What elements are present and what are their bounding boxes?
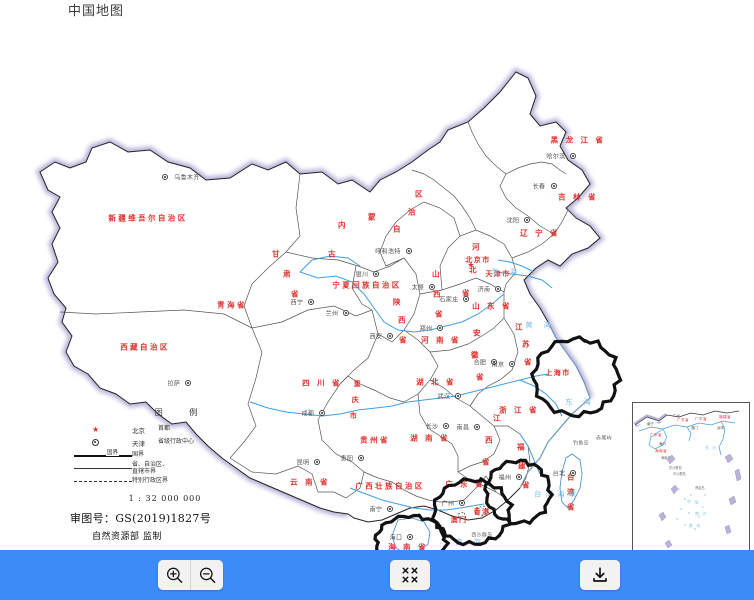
- circle-dot-icon: [70, 439, 132, 446]
- legend-sar-desc: 特别行政区界: [132, 478, 169, 485]
- city-marker-icon-5: [463, 296, 469, 302]
- collapse-arrows-icon: [402, 567, 418, 583]
- dashed-line-icon: [70, 475, 132, 488]
- svg-text:广东省: 广东省: [677, 417, 689, 422]
- city-marker-icon-4: [406, 248, 412, 254]
- city-marker-icon-8: [373, 271, 379, 277]
- city-marker-icon-18: [443, 423, 449, 429]
- city-marker-icon-23: [387, 506, 393, 512]
- svg-text:东 沙: 东 沙: [705, 444, 717, 450]
- svg-text:南 沙: 南 沙: [695, 510, 707, 516]
- fit-screen-button-wrap: [390, 560, 430, 590]
- city-marker-icon-11: [387, 333, 393, 339]
- city-marker-icon-22: [516, 474, 522, 480]
- download-button-wrap: [580, 560, 620, 590]
- zoom-in-button[interactable]: [158, 560, 190, 590]
- city-marker-icon-2: [551, 183, 557, 189]
- city-marker-icon-1: [570, 153, 576, 159]
- city-marker-icon-7: [429, 284, 435, 290]
- city-marker-icon-15: [455, 393, 461, 399]
- legend-center-name: 天津: [132, 439, 145, 448]
- map-scale: 1 : 32 000 000: [128, 494, 202, 503]
- thick-solid-line-icon: 国界: [70, 448, 132, 462]
- zoom-out-button[interactable]: [190, 560, 223, 590]
- producer-credit: 自然资源部 监制: [92, 532, 162, 542]
- fit-screen-button[interactable]: [390, 560, 430, 590]
- rivers: [249, 255, 563, 511]
- legend-prov-desc-2: 直辖市界: [132, 468, 157, 475]
- legend-border-tag: 国界: [106, 448, 120, 456]
- magnifier-minus-icon: [199, 567, 215, 583]
- city-marker-icon-20: [314, 459, 320, 465]
- svg-text:广东省: 广东省: [695, 416, 707, 421]
- svg-text:群 岛: 群 岛: [689, 522, 701, 528]
- city-marker-icon-12: [437, 325, 443, 331]
- legend-row-sar-border: 特别行政区界: [70, 475, 280, 488]
- page-title: 中国地图: [68, 4, 125, 19]
- thin-solid-line-icon: [70, 462, 132, 475]
- svg-text:海南省: 海南省: [655, 448, 667, 453]
- svg-text:澳门: 澳门: [691, 425, 698, 430]
- svg-text:广州: 广州: [673, 413, 680, 418]
- star-icon: ★: [92, 424, 100, 434]
- city-marker-icon-13: [491, 359, 497, 365]
- svg-text:海南岛: 海南岛: [661, 455, 671, 460]
- inset-graphic: 广东省 广东省 广东省 福建省 海南省 南宁 广州 澳门 海口 台湾 海南岛 东…: [633, 410, 742, 549]
- legend-capital-name: 北京: [132, 426, 145, 435]
- svg-text:广东省: 广东省: [650, 432, 662, 437]
- city-marker-icon-10: [343, 310, 349, 316]
- magnifier-plus-icon: [166, 567, 182, 583]
- svg-text:福建省: 福建省: [719, 414, 731, 419]
- legend-capital-desc: 首都: [158, 425, 171, 433]
- legend-row-province-center: 天津 省级行政中心: [70, 436, 280, 449]
- city-marker-icon-0: [162, 174, 168, 180]
- map-legend: 图 例 ★ 北京 首都 天津 省级行政中心 国界 国界 省、自治区、 直辖市界: [70, 407, 280, 542]
- svg-text:黄岩岛: 黄岩岛: [695, 485, 705, 490]
- city-marker-icon-24: [407, 534, 413, 540]
- legend-row-capital: ★ 北京 首都: [70, 423, 280, 436]
- legend-prov-desc-1: 省、自治区、: [132, 461, 169, 468]
- city-marker-icon-16: [319, 410, 325, 416]
- city-marker-icon-21: [474, 424, 480, 430]
- capital-star-icon: ★: [467, 260, 475, 270]
- bottom-toolbar: [0, 550, 754, 600]
- city-marker-icon-9: [308, 299, 314, 305]
- legend-row-national-border: 国界 国界: [70, 448, 280, 462]
- city-marker-icon-14: [509, 361, 515, 367]
- city-marker-icon-25: [459, 500, 465, 506]
- title-bar: 中国地图: [0, 0, 754, 22]
- legend-row-province-border: 省、自治区、 直辖市界: [70, 462, 280, 475]
- approval-number: 审图号：GS(2019)1827号: [70, 512, 211, 525]
- legend-heading: 图 例: [154, 408, 210, 417]
- svg-text:海口: 海口: [659, 441, 666, 446]
- download-button[interactable]: [580, 560, 620, 590]
- svg-text:中 沙: 中 沙: [687, 498, 699, 504]
- city-marker-icon-3: [524, 217, 530, 223]
- nine-dash-line: [658, 453, 742, 549]
- city-marker-icon-17: [185, 380, 191, 386]
- svg-text:台湾: 台湾: [717, 425, 724, 430]
- city-marker-icon-26: [570, 470, 576, 476]
- svg-text:南宁: 南宁: [647, 421, 654, 426]
- map-viewport[interactable]: 新疆维吾尔自治区 西藏自治区 青海省甘肃省四 川 省云 南 省贵州省 广西壮族自治区湖…: [0, 22, 754, 550]
- svg-text:东沙群岛: 东沙群岛: [669, 465, 682, 470]
- legend-border-desc: 国界: [132, 452, 145, 459]
- city-marker-icon-19: [358, 455, 364, 461]
- south-china-sea-inset[interactable]: 广东省 广东省 广东省 福建省 海南省 南宁 广州 澳门 海口 台湾 海南岛 东…: [632, 402, 750, 550]
- svg-text:中沙群岛: 中沙群岛: [673, 471, 686, 476]
- zoom-button-group: [158, 560, 223, 590]
- city-marker-icon-6: [495, 286, 501, 292]
- legend-center-desc: 省级行政中心: [158, 438, 195, 446]
- download-tray-icon: [593, 567, 607, 582]
